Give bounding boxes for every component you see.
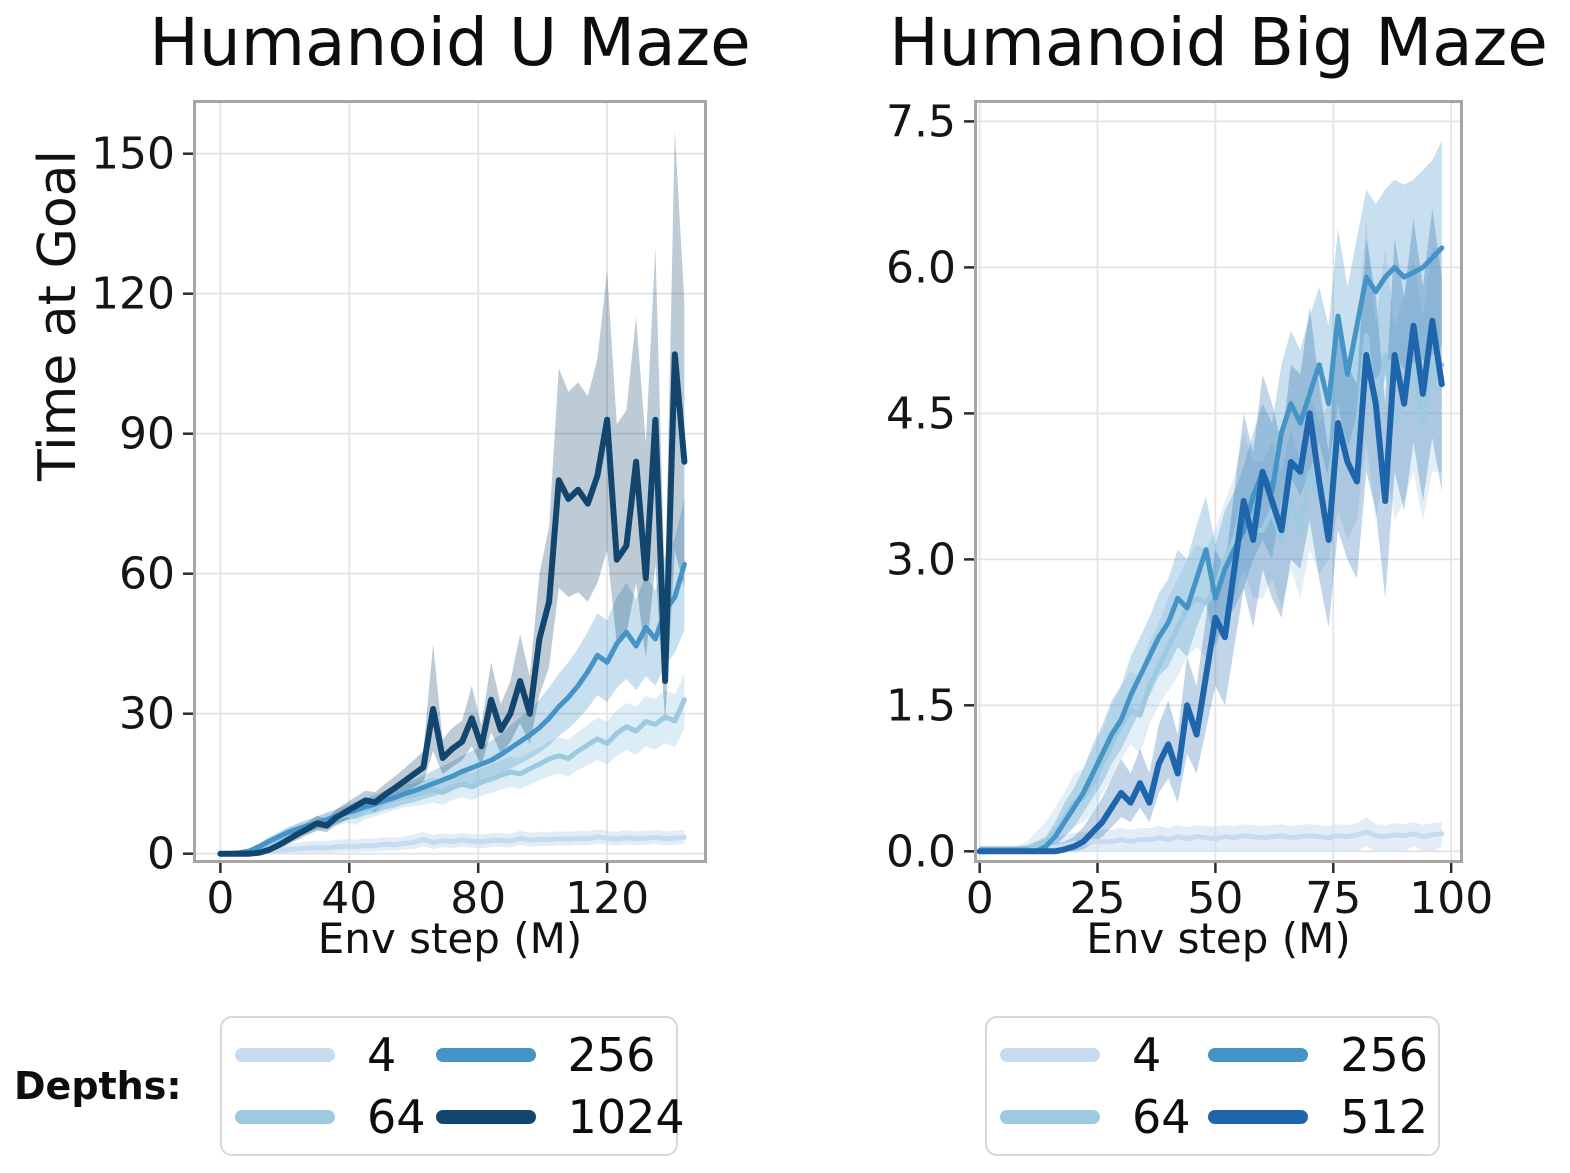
legend-swatch-depth-4	[235, 1048, 335, 1062]
plot-area-left: 0 40 80 120 0 30 60 90 120 150	[91, 100, 707, 924]
legend-swatch-depth-1024	[435, 1110, 536, 1124]
legend-label-depth-4: 4	[367, 1028, 397, 1082]
plot-border	[193, 100, 707, 863]
legend-label-depth-64: 64	[1132, 1090, 1191, 1144]
tick-label-y: 6.0	[886, 242, 956, 293]
legend-label-depth-256: 256	[567, 1028, 656, 1082]
left-chart-title: Humanoid U Maze	[149, 3, 751, 81]
tick-label-y: 30	[119, 689, 175, 740]
line-depth-512	[976, 317, 1445, 855]
band-depth-256	[220, 499, 685, 854]
legend-swatch-depth-4	[1000, 1048, 1100, 1062]
legend-swatch-depth-64	[235, 1110, 335, 1124]
tick-label-x: 100	[1409, 873, 1493, 924]
tick-label-y: 0.0	[886, 826, 956, 877]
tick-label-y: 7.5	[886, 96, 956, 147]
legend-label-depth-256: 256	[1340, 1028, 1428, 1082]
right-x-axis-label: Env step (M)	[1086, 914, 1351, 963]
tick-label-y: 0	[147, 829, 175, 880]
legend-label-depth-64: 64	[367, 1090, 426, 1144]
tick-label-x: 50	[1187, 873, 1243, 924]
legend-item-depth-1024: 1024	[435, 1086, 685, 1148]
plot-area-right: 0 25 50 75 100 0.0 1.5 3.0 4.5 6.0 7.5	[886, 96, 1493, 924]
tick-label-y: 4.5	[886, 388, 956, 439]
plot-border	[974, 100, 1463, 863]
tick-label-y: 1.5	[886, 680, 956, 731]
left-x-axis-label: Env step (M)	[317, 914, 583, 963]
legend-label-depth-512: 512	[1340, 1090, 1428, 1144]
left-legend: 4 64 256 1024	[220, 1016, 685, 1156]
depths-label: Depths:	[14, 1064, 182, 1108]
band-depth-256	[979, 140, 1442, 852]
tick-label-x: 0	[966, 873, 994, 924]
line-depth-1024	[217, 351, 688, 857]
tick-label-x: 40	[321, 873, 377, 924]
legend-item-depth-4: 4	[1000, 1024, 1198, 1086]
tick-label-x: 25	[1070, 873, 1126, 924]
legend-label-depth-4: 4	[1132, 1028, 1162, 1082]
legend-swatch-depth-512	[1208, 1110, 1309, 1124]
legend-swatch-depth-64	[1000, 1110, 1100, 1124]
band-depth-512	[979, 209, 1442, 852]
legend-swatch-depth-256	[1208, 1048, 1309, 1062]
legend-item-depth-4: 4	[235, 1024, 426, 1086]
tick-label-y: 120	[91, 269, 175, 320]
line-depth-256	[977, 245, 1445, 854]
legend-item-depth-256: 256	[1208, 1024, 1428, 1086]
line-depth-4	[217, 834, 687, 857]
legend-label-depth-1024: 1024	[567, 1090, 685, 1144]
tick-label-y: 60	[119, 549, 175, 600]
legend-item-depth-256: 256	[435, 1024, 685, 1086]
right-chart-title: Humanoid Big Maze	[889, 3, 1548, 81]
legend-item-depth-64: 64	[235, 1086, 426, 1148]
tick-label-y: 90	[119, 409, 175, 460]
tick-label-x: 0	[206, 873, 234, 924]
tick-label-y: 3.0	[886, 534, 956, 585]
legend-item-depth-64: 64	[1000, 1086, 1198, 1148]
tick-label-x: 80	[450, 873, 506, 924]
legend-item-depth-512: 512	[1208, 1086, 1428, 1148]
tick-label-x: 75	[1305, 873, 1361, 924]
line-depth-4	[977, 829, 1445, 854]
line-depth-256	[217, 561, 687, 857]
band-depth-64	[979, 218, 1442, 852]
tick-label-y: 150	[91, 129, 175, 180]
line-depth-64	[977, 333, 1445, 854]
right-legend: 4 64 256 512	[985, 1016, 1440, 1156]
legend-swatch-depth-256	[435, 1048, 536, 1062]
tick-label-x: 120	[565, 873, 649, 924]
